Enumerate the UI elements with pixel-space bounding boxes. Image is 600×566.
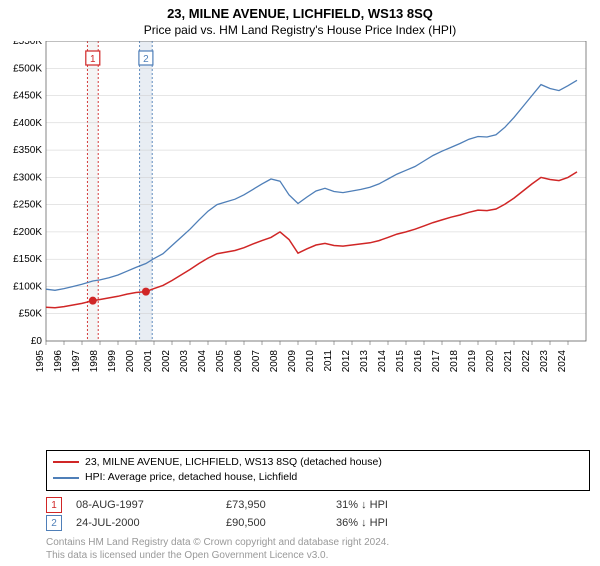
x-tick-label: 2015 <box>395 350 406 373</box>
y-tick-label: £400K <box>13 118 42 129</box>
x-tick-label: 1999 <box>107 350 118 373</box>
x-tick-label: 1996 <box>53 350 64 373</box>
transaction-diff: 31% ↓ HPI <box>336 499 456 511</box>
transaction-date: 24-JUL-2000 <box>76 517 226 529</box>
x-tick-label: 2008 <box>269 350 280 373</box>
transaction-row: 2 24-JUL-2000£90,50036% ↓ HPI <box>46 515 590 531</box>
transaction-marker: 2 <box>46 515 62 531</box>
x-tick-label: 2013 <box>359 350 370 373</box>
y-tick-label: £500K <box>13 63 42 74</box>
x-tick-label: 2006 <box>233 350 244 373</box>
x-tick-label: 1997 <box>71 350 82 373</box>
y-tick-label: £300K <box>13 172 42 183</box>
y-tick-label: £50K <box>19 309 43 320</box>
x-tick-label: 2021 <box>503 350 514 373</box>
legend-row: HPI: Average price, detached house, Lich… <box>53 470 583 486</box>
attribution-line2: This data is licensed under the Open Gov… <box>46 550 590 563</box>
x-tick-label: 2002 <box>161 350 172 373</box>
y-tick-label: £450K <box>13 91 42 102</box>
transaction-date: 08-AUG-1997 <box>76 499 226 511</box>
legend-label: 23, MILNE AVENUE, LICHFIELD, WS13 8SQ (d… <box>85 455 382 471</box>
transaction-price: £90,500 <box>226 517 336 529</box>
transaction-marker: 1 <box>46 497 62 513</box>
legend-label: HPI: Average price, detached house, Lich… <box>85 470 297 486</box>
legend-row: 23, MILNE AVENUE, LICHFIELD, WS13 8SQ (d… <box>53 455 583 471</box>
x-tick-label: 2005 <box>215 350 226 373</box>
x-tick-label: 2001 <box>143 350 154 373</box>
legend-swatch <box>53 461 79 463</box>
x-tick-label: 2009 <box>287 350 298 373</box>
x-tick-label: 2000 <box>125 350 136 373</box>
y-tick-label: £0 <box>31 336 43 347</box>
transaction-diff: 36% ↓ HPI <box>336 517 456 529</box>
x-tick-label: 2018 <box>449 350 460 373</box>
x-tick-label: 2004 <box>197 350 208 373</box>
y-tick-label: £150K <box>13 254 42 265</box>
transaction-price: £73,950 <box>226 499 336 511</box>
y-tick-label: £350K <box>13 145 42 156</box>
x-tick-label: 2023 <box>539 350 550 373</box>
x-tick-label: 2010 <box>305 350 316 373</box>
chart-title-main: 23, MILNE AVENUE, LICHFIELD, WS13 8SQ <box>0 6 600 21</box>
x-tick-label: 2011 <box>323 350 334 372</box>
legend-box: 23, MILNE AVENUE, LICHFIELD, WS13 8SQ (d… <box>46 450 590 492</box>
flag-number: 1 <box>90 54 96 65</box>
y-tick-label: £250K <box>13 200 42 211</box>
legend-swatch <box>53 477 79 479</box>
x-tick-label: 2012 <box>341 350 352 373</box>
transaction-row: 1 08-AUG-1997£73,95031% ↓ HPI <box>46 497 590 513</box>
x-tick-label: 2017 <box>431 350 442 373</box>
y-tick-label: £200K <box>13 227 42 238</box>
y-tick-label: £100K <box>13 281 42 292</box>
attribution-text: Contains HM Land Registry data © Crown c… <box>46 537 590 562</box>
x-tick-label: 2019 <box>467 350 478 373</box>
x-tick-label: 2020 <box>485 350 496 373</box>
transaction-list: 1 08-AUG-1997£73,95031% ↓ HPI 2 24-JUL-2000… <box>46 497 590 531</box>
price-chart: £0 £50K £100K £150K £200K £250K £300K £350K £400… <box>0 41 600 397</box>
flag-number: 2 <box>143 54 149 65</box>
x-tick-label: 2003 <box>179 350 190 373</box>
attribution-line1: Contains HM Land Registry data © Crown c… <box>46 537 590 550</box>
price-marker <box>142 288 150 296</box>
x-tick-label: 1998 <box>89 350 100 373</box>
x-tick-label: 1995 <box>35 350 46 373</box>
x-tick-label: 2024 <box>557 350 568 373</box>
x-tick-label: 2016 <box>413 350 424 373</box>
y-tick-label: £550K <box>13 41 42 47</box>
chart-title-sub: Price paid vs. HM Land Registry's House … <box>0 23 600 37</box>
x-tick-label: 2014 <box>377 350 388 373</box>
x-tick-label: 2007 <box>251 350 262 373</box>
price-marker <box>89 297 97 305</box>
x-tick-label: 2022 <box>521 350 532 373</box>
